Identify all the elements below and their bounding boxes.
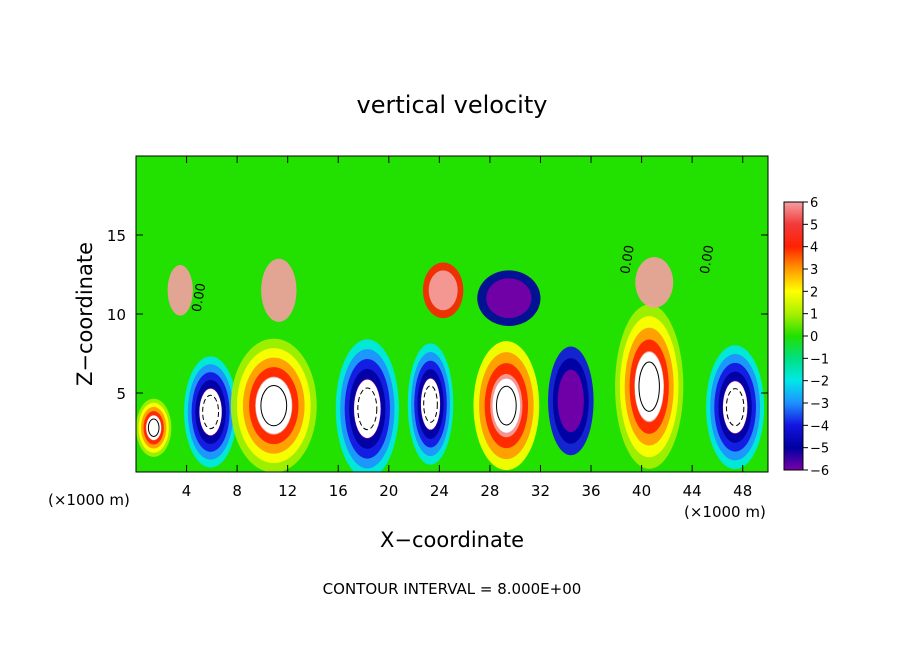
x-tick-label: 12 xyxy=(278,482,297,500)
x-tick-label: 8 xyxy=(232,482,242,500)
contour-interval-note: CONTOUR INTERVAL = 8.000E+00 xyxy=(323,580,582,598)
x-unit-left: (×1000 m) xyxy=(48,491,130,509)
x-tick-label: 20 xyxy=(379,482,398,500)
x-tick-label: 28 xyxy=(480,482,499,500)
colorbar-tick-label: −2 xyxy=(810,375,829,390)
colorbar-tick-label: 2 xyxy=(810,285,818,300)
x-tick-label: 32 xyxy=(531,482,550,500)
colorbar-tick-label: 4 xyxy=(810,241,818,256)
feature-13 xyxy=(635,257,674,308)
colorbar-tick-label: 0 xyxy=(810,330,818,345)
feature-7 xyxy=(615,304,684,469)
y-axis-label: Z−coordinate xyxy=(73,242,97,386)
contour-label-1: 0.00 xyxy=(618,244,638,275)
colorbar-ticks: 6 5 4 3 2 1 0 −1 −2 −3 −4 −5 −6 xyxy=(803,196,829,479)
x-tick-label: 40 xyxy=(632,482,651,500)
x-tick-label: 16 xyxy=(329,482,348,500)
feature-12 xyxy=(167,265,193,316)
contour-label-2: 0.00 xyxy=(698,244,718,275)
x-unit-right: (×1000 m) xyxy=(684,503,766,521)
chart-title: vertical velocity xyxy=(357,91,548,119)
colorbar-tick-label: 3 xyxy=(810,263,818,278)
feature-4 xyxy=(407,343,454,465)
colorbar xyxy=(783,201,804,471)
x-tick-label: 24 xyxy=(430,482,449,500)
colorbar-tick-label: −3 xyxy=(810,397,829,412)
contour-labels: 0.00 0.00 0.00 xyxy=(190,244,718,313)
colorbar-tick-label: −6 xyxy=(810,464,829,479)
feature-2 xyxy=(230,338,317,472)
x-axis-ticks: 4 8 12 16 20 24 28 32 36 40 44 48 xyxy=(182,156,752,500)
feature-6 xyxy=(548,346,594,456)
y-axis-ticks: 5 10 15 xyxy=(107,227,768,403)
velocity-features xyxy=(136,257,765,472)
x-axis-label: X−coordinate xyxy=(380,528,524,552)
y-tick-label: 10 xyxy=(107,306,126,324)
feature-1 xyxy=(184,356,238,468)
colorbar-tick-label: −1 xyxy=(810,352,829,367)
feature-8 xyxy=(706,345,765,470)
feature-3 xyxy=(335,339,399,472)
colorbar-tick-label: −5 xyxy=(810,442,829,457)
feature-10 xyxy=(422,262,464,319)
feature-11 xyxy=(477,270,541,327)
contour-label-0: 0.00 xyxy=(190,282,210,313)
y-tick-label: 5 xyxy=(116,385,126,403)
colorbar-tick-label: 1 xyxy=(810,308,818,323)
y-tick-label: 15 xyxy=(107,227,126,245)
x-tick-label: 36 xyxy=(581,482,600,500)
feature-9 xyxy=(261,258,297,322)
x-tick-label: 48 xyxy=(733,482,752,500)
x-tick-label: 4 xyxy=(182,482,192,500)
feature-5 xyxy=(473,341,540,471)
x-tick-label: 44 xyxy=(683,482,702,500)
colorbar-tick-label: 5 xyxy=(810,218,818,233)
colorbar-tick-label: −4 xyxy=(810,419,829,434)
feature-0 xyxy=(136,398,172,457)
colorbar-tick-label: 6 xyxy=(810,196,818,211)
